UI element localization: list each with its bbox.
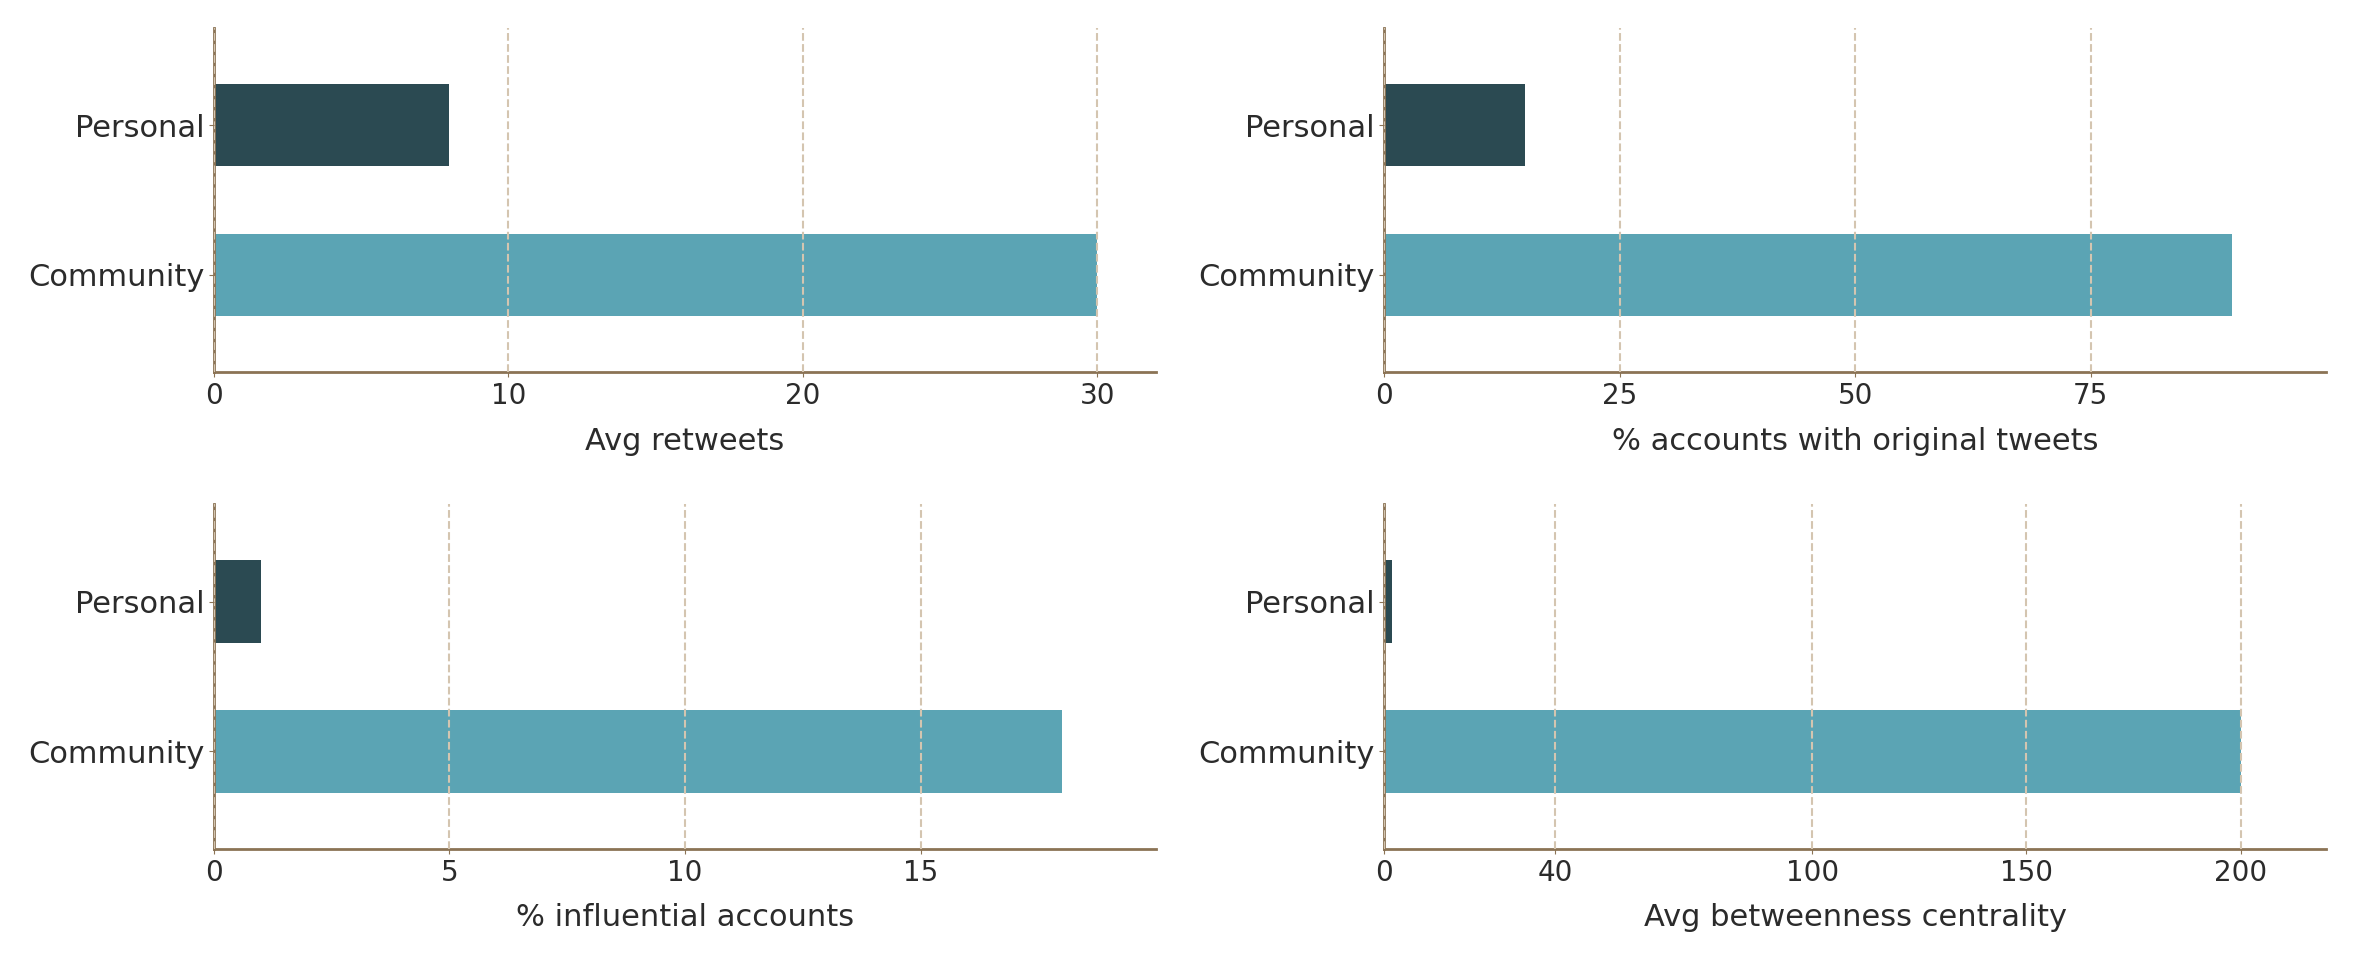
Bar: [214, 84, 450, 166]
X-axis label: Avg betweenness centrality: Avg betweenness centrality: [1643, 903, 2067, 932]
X-axis label: % influential accounts: % influential accounts: [516, 903, 855, 932]
Bar: [1384, 710, 2241, 793]
Bar: [214, 710, 1062, 793]
Bar: [1384, 84, 1525, 166]
Bar: [1384, 561, 1394, 643]
Bar: [214, 233, 1097, 316]
Bar: [214, 561, 261, 643]
X-axis label: Avg retweets: Avg retweets: [586, 426, 784, 456]
X-axis label: % accounts with original tweets: % accounts with original tweets: [1612, 426, 2097, 456]
Bar: [1384, 233, 2232, 316]
